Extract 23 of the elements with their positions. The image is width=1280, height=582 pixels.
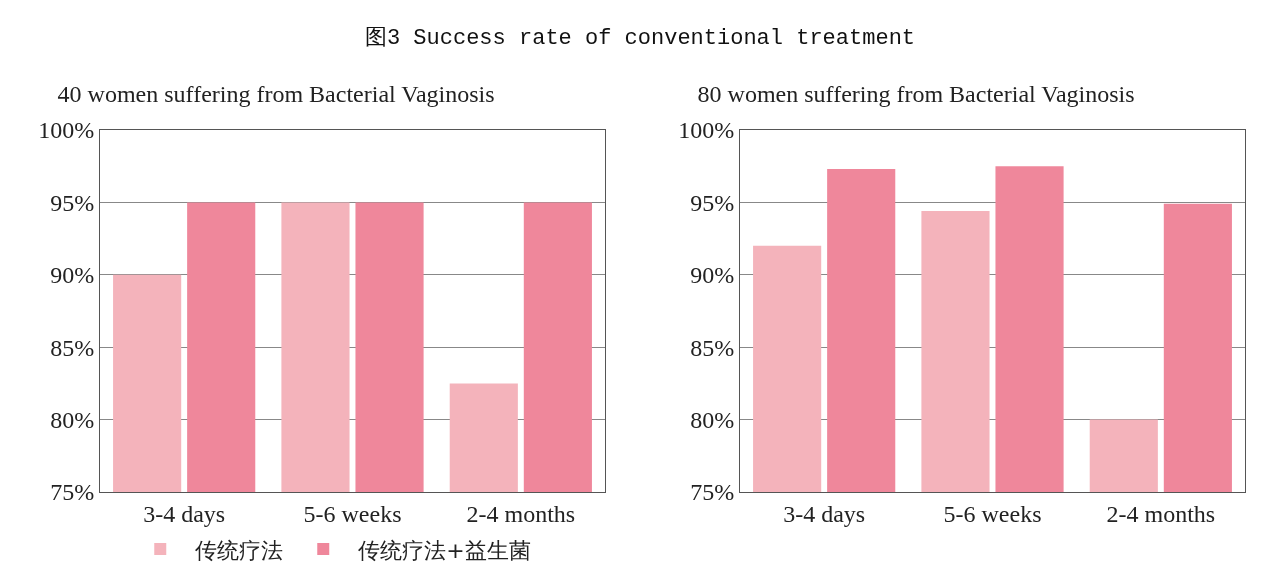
x-tick-label: 3-4 days xyxy=(783,500,866,527)
chart-subtitle: 40 women suffering from Bacterial Vaginosis xyxy=(57,81,495,108)
y-tick-label: 75% xyxy=(690,479,735,506)
legend-label: 传统疗法+益生菌 xyxy=(358,537,531,563)
y-tick-label: 85% xyxy=(690,334,735,361)
x-tick-label: 5-6 weeks xyxy=(303,500,402,527)
y-tick-label: 100% xyxy=(38,117,95,144)
x-tick-label: 5-6 weeks xyxy=(943,500,1042,527)
y-tick-label: 95% xyxy=(50,189,95,216)
y-tick-label: 90% xyxy=(50,262,95,289)
y-tick-label: 100% xyxy=(678,117,735,144)
y-tick-label: 95% xyxy=(690,189,735,216)
y-tick-label: 80% xyxy=(690,407,735,433)
y-tick-label: 90% xyxy=(690,262,735,289)
y-tick-label: 75% xyxy=(50,479,95,506)
chart-subtitle: 80 women suffering from Bacterial Vaginosis xyxy=(697,81,1135,108)
x-tick-label: 2-4 months xyxy=(1106,500,1216,527)
chart-title: 图3 Success rate of conventional treatment xyxy=(363,25,917,52)
y-tick-label: 80% xyxy=(50,407,95,433)
x-tick-label: 3-4 days xyxy=(143,500,226,527)
legend-label: 传统疗法 xyxy=(195,537,284,563)
x-tick-label: 2-4 months xyxy=(466,500,576,527)
y-tick-label: 85% xyxy=(50,334,95,361)
